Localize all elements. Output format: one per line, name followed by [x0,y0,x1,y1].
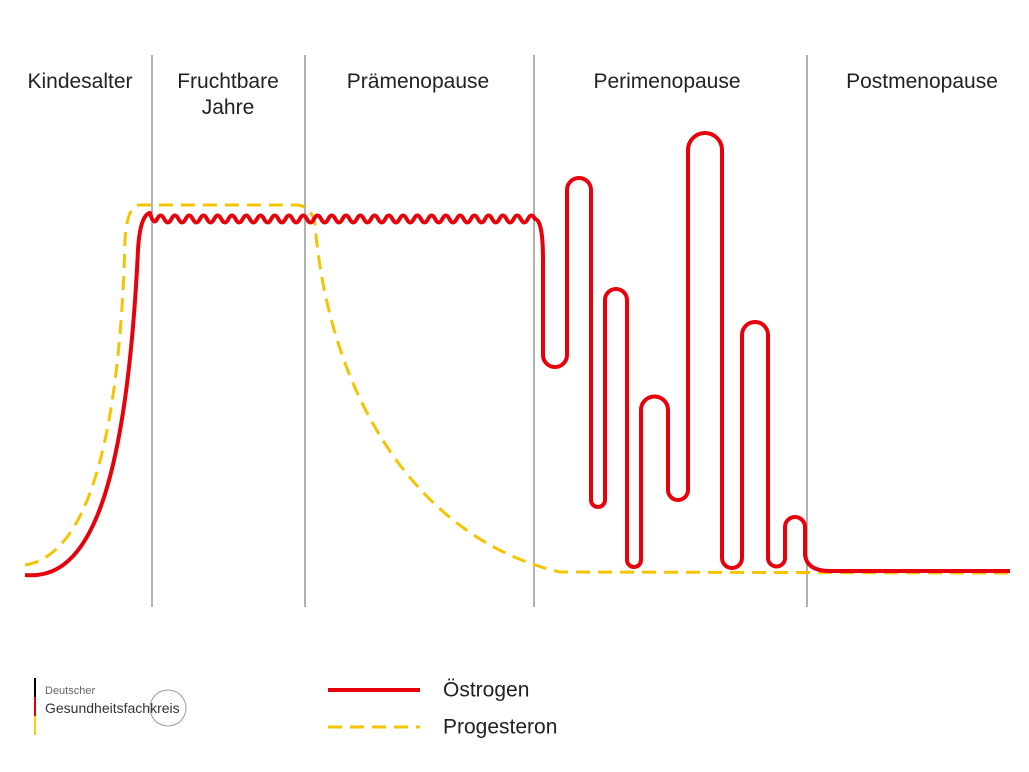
phase-label: Prämenopause [347,70,489,93]
phase-label-line: Kindesalter [27,70,132,93]
legend-label: Östrogen [443,679,529,702]
legend-label: Progesteron [443,716,557,739]
logo-text: Gesundheitsfachkreis [45,700,180,716]
progesteron-curve [24,203,1011,575]
phase-label: Postmenopause [846,70,998,93]
phase-label-line: Postmenopause [846,70,998,93]
phase-label-line: Prämenopause [347,70,489,93]
phase-label: Kindesalter [27,70,132,93]
phase-label: Perimenopause [593,70,740,93]
phase-label: Fruchtbare Jahre [177,70,279,119]
logo-bar [34,678,36,697]
phase-label-line: Perimenopause [593,70,740,93]
logo-bar [34,716,36,735]
logo-bar [34,697,36,716]
phase-label-line: Fruchtbare [177,70,279,93]
phase-label-line: Jahre [202,96,255,119]
oestrogen-curve [24,131,1010,578]
logo-circle [149,689,187,727]
logo-text: Deutscher [45,685,95,697]
